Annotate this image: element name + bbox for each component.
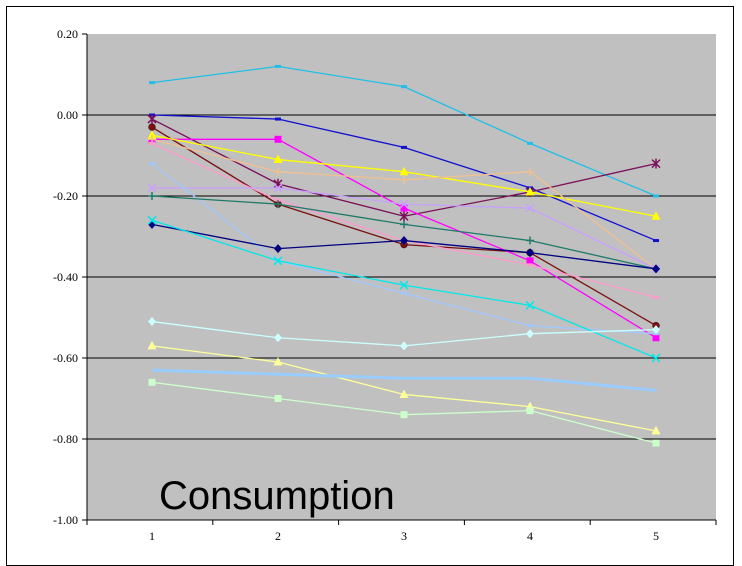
data-point-s3-3 <box>399 211 409 222</box>
y-tick-label: -0.60 <box>53 351 78 365</box>
data-point-s6-4 <box>525 186 535 196</box>
data-point-s10-3 <box>401 291 407 295</box>
data-point-s8-4 <box>527 263 533 267</box>
data-point-s11-4 <box>526 236 534 245</box>
data-point-s5-2 <box>274 135 282 143</box>
data-point-s10-4 <box>527 324 533 328</box>
data-point-s8-5 <box>653 295 659 299</box>
data-point-s15-5 <box>651 425 661 435</box>
data-point-s13-4 <box>525 300 535 310</box>
data-point-s10-1 <box>149 162 155 166</box>
data-point-s7-2 <box>274 167 282 176</box>
x-tick-label: 5 <box>653 529 659 543</box>
data-point-s6-2 <box>273 154 283 164</box>
chart-frame: 0.20 0.00 -0.20 -0.40 -0.60 -0.80 -1.00 1 2 3 4 5 Co… <box>6 6 734 566</box>
data-point-s17-1 <box>148 378 156 386</box>
data-point-s17-3 <box>400 411 408 419</box>
data-point-s7-4 <box>526 167 534 176</box>
data-point-s15-1 <box>147 340 157 350</box>
x-tick-label: 3 <box>401 529 407 543</box>
y-tick-label: -0.20 <box>53 189 78 203</box>
y-tick-label: -0.40 <box>53 270 78 284</box>
data-point-s4-1 <box>148 123 156 131</box>
data-point-s8-1 <box>149 141 155 145</box>
data-point-s14-3 <box>400 341 408 351</box>
data-point-s12-4 <box>526 248 534 258</box>
data-point-s9-2 <box>273 183 283 193</box>
data-point-s9-3 <box>399 199 409 209</box>
y-tick-label: -0.80 <box>53 432 78 446</box>
data-point-s1-3 <box>401 85 407 89</box>
data-point-s14-4 <box>526 329 534 339</box>
data-point-s6-1 <box>147 130 157 139</box>
y-tick-label: 0.20 <box>57 27 78 41</box>
data-point-s11-2 <box>274 200 282 209</box>
data-point-s7-3 <box>400 175 408 184</box>
y-tick-label: 0.00 <box>57 108 78 122</box>
data-point-s15-2 <box>273 357 283 366</box>
data-point-s8-2 <box>275 198 281 202</box>
data-point-s17-4 <box>526 407 534 415</box>
data-point-s9-1 <box>147 183 157 193</box>
x-tick-label: 4 <box>527 529 533 543</box>
data-point-s13-3 <box>399 280 409 290</box>
data-point-s12-5 <box>652 264 660 274</box>
data-point-s3-5 <box>651 158 661 169</box>
x-tick-label: 1 <box>149 529 155 543</box>
data-point-s11-1 <box>148 192 156 200</box>
data-point-s6-3 <box>399 166 409 176</box>
data-point-s14-5 <box>652 325 660 335</box>
y-tick-label: -1.00 <box>53 513 78 527</box>
data-point-s2-2 <box>275 117 281 121</box>
data-point-s17-2 <box>274 395 282 402</box>
data-point-s13-5 <box>651 353 661 363</box>
data-point-s13-1 <box>147 215 157 225</box>
data-point-s15-3 <box>399 389 409 398</box>
x-tick-label: 2 <box>275 529 281 543</box>
data-point-s3-1 <box>147 114 157 125</box>
series-line-16 <box>151 368 657 392</box>
data-point-s12-3 <box>400 236 408 246</box>
data-point-s5-3 <box>400 204 408 212</box>
data-point-s2-3 <box>401 145 407 149</box>
data-point-s2-5 <box>653 239 659 243</box>
data-point-s12-2 <box>274 244 282 254</box>
consumption-line-chart: 0.20 0.00 -0.20 -0.40 -0.60 -0.80 -1.00 1 2 3 4 5 Co… <box>53 27 717 543</box>
data-point-s6-5 <box>651 211 661 220</box>
data-point-s5-4 <box>526 257 534 265</box>
data-point-s1-1 <box>149 81 155 85</box>
data-point-s5-5 <box>652 334 660 342</box>
data-point-s1-4 <box>527 141 533 145</box>
data-point-s1-5 <box>653 194 659 198</box>
data-point-s1-2 <box>275 64 281 68</box>
data-point-s13-2 <box>273 256 283 266</box>
chart-overlay-label: Consumption <box>159 474 395 518</box>
data-point-s11-3 <box>400 220 408 229</box>
data-point-s14-1 <box>148 317 156 327</box>
data-point-s9-4 <box>525 203 535 213</box>
data-point-s17-5 <box>652 439 660 447</box>
data-point-s14-2 <box>274 333 282 343</box>
